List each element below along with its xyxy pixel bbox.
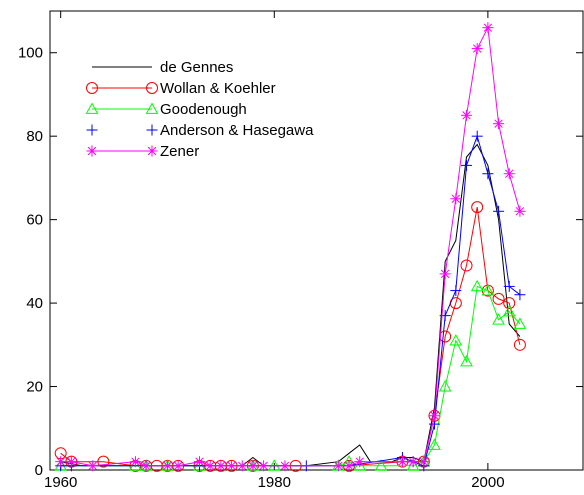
- data-point: [503, 297, 516, 310]
- data-point: [493, 118, 505, 130]
- data-point: [204, 460, 216, 472]
- data-point: [407, 456, 419, 468]
- data-point: [140, 460, 152, 472]
- data-point: [470, 279, 484, 292]
- data-point: [482, 168, 494, 180]
- data-point: [471, 43, 483, 55]
- y-tick-label: 80: [26, 128, 43, 145]
- data-point: [513, 338, 526, 351]
- legend-label: Anderson & Hasegawa: [160, 122, 314, 139]
- data-point: [332, 460, 344, 472]
- data-point: [226, 460, 238, 472]
- data-point: [374, 459, 388, 471]
- legend-marker: [146, 124, 158, 136]
- data-point: [215, 460, 227, 472]
- data-point: [492, 292, 505, 305]
- data-point: [396, 456, 408, 468]
- series-line-3: [60, 285, 521, 467]
- legend-marker: [146, 145, 158, 157]
- data-point: [493, 205, 505, 217]
- data-point: [513, 317, 527, 329]
- data-point: [449, 334, 463, 346]
- legend-marker: [145, 102, 159, 114]
- data-point: [194, 456, 206, 468]
- data-point: [428, 438, 441, 450]
- legend-entry: Zener: [86, 143, 199, 160]
- data-point: [353, 459, 367, 471]
- data-point: [461, 109, 473, 121]
- legend-marker: [146, 82, 158, 94]
- data-point: [161, 460, 173, 472]
- data-point: [428, 410, 440, 422]
- legend-marker: [86, 82, 98, 94]
- data-point: [129, 459, 142, 471]
- y-tick-label: 20: [26, 379, 43, 396]
- data-point: [438, 380, 452, 392]
- x-tick-label: 2000: [471, 474, 504, 491]
- data-point: [267, 459, 281, 471]
- data-point: [482, 22, 494, 34]
- legend-marker: [86, 145, 98, 157]
- data-point: [129, 456, 141, 468]
- data-point: [471, 201, 484, 214]
- plot-area: [54, 22, 527, 472]
- legend-label: Goodenough: [160, 101, 247, 118]
- data-point: [503, 168, 515, 180]
- data-point: [439, 330, 452, 343]
- plot-frame: [49, 10, 584, 471]
- data-point: [492, 313, 505, 325]
- axes: 0 20 40 60 80 100 1960 1980 2000: [18, 10, 584, 491]
- legend-label: Zener: [160, 143, 199, 160]
- data-point: [439, 268, 451, 280]
- y-tick-label: 40: [26, 295, 43, 312]
- data-point: [172, 460, 184, 472]
- y-tick-label: 100: [18, 45, 43, 62]
- data-point: [514, 205, 526, 217]
- data-point: [236, 460, 248, 472]
- legend: de Gennes Wollan & Koehler Goodenough Ander…: [85, 59, 314, 160]
- series-line-5: [60, 25, 521, 467]
- data-point: [97, 455, 110, 468]
- data-point: [65, 456, 77, 468]
- y-tick-label: 60: [26, 212, 43, 229]
- data-point: [481, 284, 495, 296]
- series-line-4: [60, 134, 521, 467]
- legend-marker: [86, 124, 98, 136]
- data-point: [471, 130, 483, 142]
- legend-marker: [85, 102, 99, 114]
- data-point: [258, 460, 270, 472]
- data-point: [343, 460, 355, 472]
- data-point: [406, 459, 420, 471]
- data-point: [354, 456, 366, 468]
- data-point: [418, 456, 430, 468]
- data-point: [461, 159, 473, 171]
- x-tick-label: 1960: [44, 474, 77, 491]
- data-point: [502, 304, 516, 317]
- legend-label: de Gennes: [160, 59, 233, 76]
- data-point: [503, 280, 515, 292]
- data-point: [460, 354, 473, 367]
- data-point: [450, 285, 462, 297]
- legend-entry: de Gennes: [92, 59, 233, 76]
- data-point: [247, 460, 259, 472]
- data-point: [514, 289, 526, 301]
- data-point: [450, 193, 462, 205]
- data-point: [460, 259, 473, 272]
- legend-label: Wollan & Koehler: [160, 80, 276, 97]
- legend-entry: Anderson & Hasegawa: [86, 122, 314, 139]
- data-point: [279, 460, 291, 472]
- data-point: [439, 310, 451, 322]
- y-tick-label: 0: [35, 462, 43, 479]
- data-point: [87, 460, 99, 472]
- data-point: [55, 456, 67, 468]
- legend-entry: Goodenough: [85, 101, 247, 118]
- legend-entry: Wollan & Koehler: [86, 80, 276, 97]
- x-tick-label: 1980: [258, 474, 291, 491]
